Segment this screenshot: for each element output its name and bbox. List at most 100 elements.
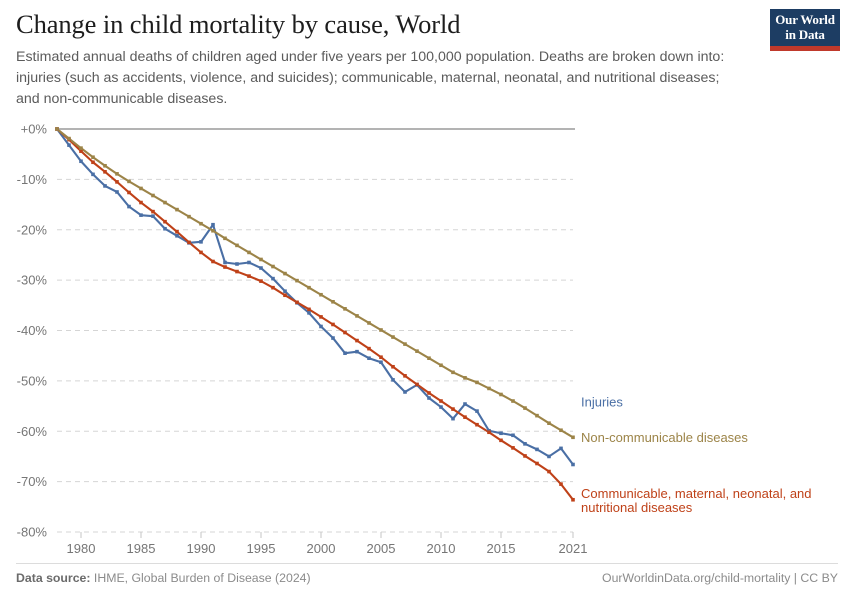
data-point-marker[interactable] <box>115 172 119 176</box>
data-point-marker[interactable] <box>427 396 431 400</box>
data-point-marker[interactable] <box>463 402 467 406</box>
data-point-marker[interactable] <box>283 271 287 276</box>
data-point-marker[interactable] <box>355 314 359 318</box>
data-point-marker[interactable] <box>91 160 95 165</box>
data-point-marker[interactable] <box>307 285 311 290</box>
data-point-marker[interactable] <box>259 279 263 283</box>
data-point-marker[interactable] <box>511 433 515 438</box>
data-point-marker[interactable] <box>175 229 179 234</box>
data-point-marker[interactable] <box>259 266 263 270</box>
data-point-marker[interactable] <box>571 462 575 467</box>
data-point-marker[interactable] <box>343 351 347 355</box>
data-point-marker[interactable] <box>307 311 311 315</box>
data-point-marker[interactable] <box>103 163 107 168</box>
data-point-marker[interactable] <box>523 454 527 458</box>
data-point-marker[interactable] <box>439 405 443 409</box>
data-point-marker[interactable] <box>403 390 407 394</box>
data-point-marker[interactable] <box>439 363 443 368</box>
data-point-marker[interactable] <box>415 349 419 353</box>
data-point-marker[interactable] <box>295 278 299 283</box>
data-point-marker[interactable] <box>259 257 263 262</box>
data-point-marker[interactable] <box>391 378 395 382</box>
data-point-marker[interactable] <box>163 219 167 224</box>
data-point-marker[interactable] <box>571 435 575 440</box>
data-point-marker[interactable] <box>403 342 407 346</box>
data-point-marker[interactable] <box>475 380 479 385</box>
data-point-marker[interactable] <box>523 406 527 410</box>
data-point-marker[interactable] <box>247 250 251 255</box>
data-point-marker[interactable] <box>199 221 203 226</box>
data-point-marker[interactable] <box>379 360 383 365</box>
data-point-marker[interactable] <box>211 228 215 233</box>
chart-plot-area[interactable]: +0% -10% -20% -30% -40% -50% -60% -70% -80% 1980… <box>0 112 850 557</box>
data-point-marker[interactable] <box>547 454 551 459</box>
data-point-marker[interactable] <box>163 200 167 205</box>
data-point-marker[interactable] <box>115 190 119 194</box>
data-point-marker[interactable] <box>187 240 191 245</box>
data-point-marker[interactable] <box>535 461 539 466</box>
data-point-marker[interactable] <box>499 438 503 443</box>
data-point-marker[interactable] <box>223 236 227 241</box>
data-point-marker[interactable] <box>427 391 431 395</box>
data-point-marker[interactable] <box>463 415 467 419</box>
data-point-marker[interactable] <box>67 136 71 141</box>
data-point-marker[interactable] <box>247 274 251 278</box>
series-end-label[interactable]: nutritional diseases <box>581 500 693 515</box>
data-point-marker[interactable] <box>427 356 431 361</box>
data-point-marker[interactable] <box>235 262 239 266</box>
data-point-marker[interactable] <box>319 292 323 297</box>
data-point-marker[interactable] <box>487 430 491 435</box>
data-point-marker[interactable] <box>67 143 71 147</box>
data-point-marker[interactable] <box>559 446 563 451</box>
data-point-marker[interactable] <box>331 299 335 304</box>
data-point-marker[interactable] <box>547 421 551 425</box>
data-point-marker[interactable] <box>535 413 539 418</box>
data-point-marker[interactable] <box>439 399 443 403</box>
data-point-marker[interactable] <box>187 214 191 219</box>
data-point-marker[interactable] <box>199 240 203 244</box>
data-point-marker[interactable] <box>451 407 455 411</box>
data-point-marker[interactable] <box>295 300 299 305</box>
data-point-marker[interactable] <box>415 382 419 387</box>
data-point-marker[interactable] <box>271 285 275 290</box>
data-point-marker[interactable] <box>271 276 275 281</box>
data-point-marker[interactable] <box>367 356 371 361</box>
data-point-marker[interactable] <box>355 349 359 354</box>
data-point-marker[interactable] <box>535 447 539 452</box>
series-line[interactable] <box>55 127 575 466</box>
data-point-marker[interactable] <box>307 307 311 312</box>
data-point-marker[interactable] <box>163 226 167 231</box>
data-point-marker[interactable] <box>319 324 323 329</box>
data-point-marker[interactable] <box>283 289 287 294</box>
data-point-marker[interactable] <box>391 364 395 369</box>
data-point-marker[interactable] <box>139 200 143 205</box>
data-point-marker[interactable] <box>343 330 347 335</box>
data-point-marker[interactable] <box>283 293 287 298</box>
data-point-marker[interactable] <box>247 260 251 265</box>
data-point-marker[interactable] <box>379 355 383 359</box>
data-point-marker[interactable] <box>331 336 335 340</box>
data-point-marker[interactable] <box>331 322 335 327</box>
data-point-marker[interactable] <box>235 243 239 248</box>
data-point-markers-group[interactable] <box>55 127 575 502</box>
data-point-marker[interactable] <box>355 338 359 343</box>
data-point-marker[interactable] <box>451 416 455 421</box>
data-point-marker[interactable] <box>211 222 215 227</box>
data-point-marker[interactable] <box>103 170 107 174</box>
data-point-marker[interactable] <box>403 374 407 378</box>
data-point-marker[interactable] <box>235 269 239 274</box>
series-line[interactable] <box>55 127 575 439</box>
data-point-marker[interactable] <box>343 307 347 311</box>
data-point-marker[interactable] <box>151 193 155 198</box>
data-point-marker[interactable] <box>319 315 323 319</box>
data-point-marker[interactable] <box>523 442 527 446</box>
data-point-marker[interactable] <box>55 127 59 131</box>
data-point-marker[interactable] <box>199 250 203 255</box>
series-line[interactable] <box>55 127 575 501</box>
footer-attribution[interactable]: OurWorldinData.org/child-mortality | CC … <box>602 571 838 585</box>
data-series-group[interactable] <box>55 127 575 501</box>
data-point-marker[interactable] <box>79 149 83 153</box>
data-point-marker[interactable] <box>103 184 107 188</box>
data-point-marker[interactable] <box>211 259 215 264</box>
data-point-marker[interactable] <box>127 179 131 184</box>
